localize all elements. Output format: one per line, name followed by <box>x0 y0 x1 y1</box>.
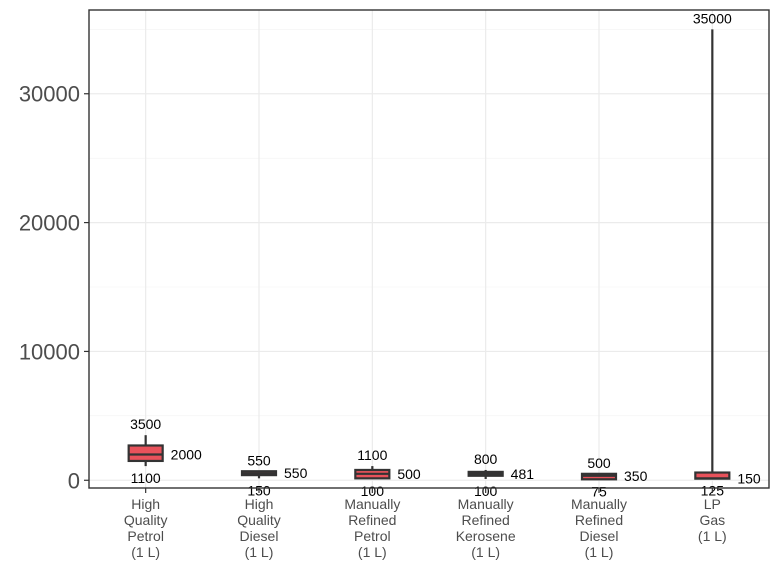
x-axis-tick-label-line: LP <box>704 496 721 512</box>
x-axis-tick-label-line: Diesel <box>240 528 279 544</box>
box-rect <box>127 444 164 463</box>
x-axis-tick-label-line: Gas <box>699 512 725 528</box>
median-value-label: 350 <box>624 468 648 484</box>
x-axis-tick-label-line: Quality <box>124 512 168 528</box>
max-value-label: 3500 <box>130 416 161 432</box>
x-axis-tick-label-line: (1 L) <box>358 544 387 560</box>
x-axis-tick-label: LP Gas (1 L) <box>698 496 727 544</box>
x-axis-tick-label-line: Refined <box>575 512 623 528</box>
plot-panel-border <box>88 9 770 489</box>
max-value-label: 550 <box>247 452 271 468</box>
x-axis-tick-label-line: (1 L) <box>698 528 727 544</box>
x-axis-tick-label-line: (1 L) <box>471 544 500 560</box>
y-axis-tick-label: 20000 <box>19 211 80 236</box>
median-value-label: 150 <box>737 470 761 486</box>
x-axis-tick-label-line: Manually <box>344 496 400 512</box>
max-value-label: 500 <box>587 455 611 471</box>
y-axis-tick-label: 10000 <box>19 339 80 364</box>
x-axis-tick-label: High Quality Diesel (1 L) <box>237 496 281 560</box>
x-axis-tick-label: Manually Refined Kerosene (1 L) <box>456 496 516 560</box>
x-axis-tick-label-line: Manually <box>458 496 514 512</box>
median-value-label: 2000 <box>171 447 202 463</box>
x-axis-tick-label-line: Kerosene <box>456 528 516 544</box>
x-axis-tick-label-line: Petrol <box>127 528 164 544</box>
max-value-label: 1100 <box>357 447 387 463</box>
x-axis-tick-label: Manually Refined Diesel (1 L) <box>571 496 627 560</box>
y-axis-tick-label: 30000 <box>19 82 80 107</box>
median-value-label: 550 <box>284 465 308 481</box>
max-value-label: 35000 <box>693 10 732 26</box>
x-axis-tick-label-line: High <box>245 496 274 512</box>
x-axis-tick-label-line: High <box>131 496 160 512</box>
x-axis-tick-label-line: Refined <box>348 512 396 528</box>
x-axis-tick-label-line: (1 L) <box>585 544 614 560</box>
x-axis-tick-label-line: Refined <box>462 512 510 528</box>
x-axis-tick-label-line: Manually <box>571 496 627 512</box>
x-axis-tick-label-line: Petrol <box>354 528 391 544</box>
x-axis-tick-label-line: Quality <box>237 512 281 528</box>
x-axis-tick-label-line: (1 L) <box>131 544 160 560</box>
max-value-label: 800 <box>474 451 498 467</box>
x-axis-tick-label-line: (1 L) <box>245 544 274 560</box>
x-axis-tick-label: High Quality Petrol (1 L) <box>124 496 168 560</box>
x-axis-tick-label: Manually Refined Petrol (1 L) <box>344 496 400 560</box>
median-value-label: 500 <box>397 466 421 482</box>
x-axis-tick-label-line: Diesel <box>580 528 619 544</box>
y-axis-tick-label: 0 <box>68 468 80 493</box>
median-value-label: 481 <box>511 466 535 482</box>
min-value-label: 1100 <box>131 470 161 486</box>
